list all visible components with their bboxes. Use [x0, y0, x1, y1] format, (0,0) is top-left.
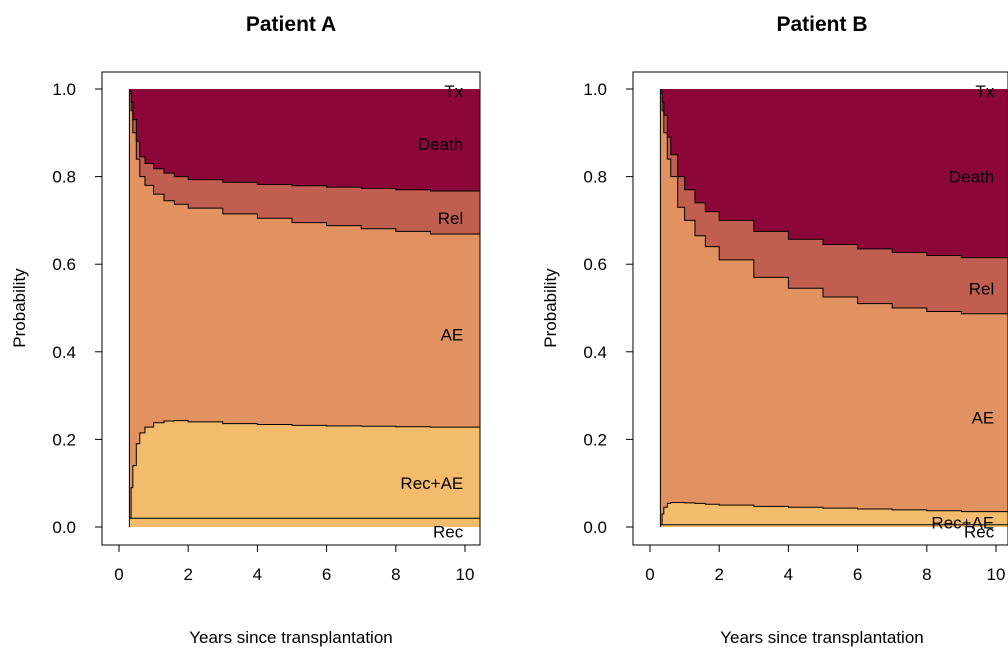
state-label-death: Death	[418, 135, 463, 154]
state-label-rel: Rel	[969, 279, 995, 298]
boundary-line-ae	[129, 92, 480, 238]
state-label-rec: Rec	[964, 522, 995, 541]
area-ae	[129, 93, 480, 519]
boundary-line-ae	[660, 92, 1008, 317]
chart-title: Patient B	[776, 13, 867, 36]
state-label-rel: Rel	[438, 209, 464, 228]
x-axis-label: Years since transplantation	[189, 628, 393, 647]
y-tick-label: 0.6	[583, 255, 607, 274]
y-axis: 0.0 0.2 0.4 0.6 0.8 1.0	[583, 80, 634, 537]
area-ae	[660, 93, 1008, 525]
area-rec-plus-ae	[129, 420, 480, 519]
y-tick-label: 0.4	[583, 343, 607, 362]
x-tick-label: 2	[183, 565, 192, 584]
x-tick-label: 4	[253, 565, 262, 584]
state-label-death: Death	[949, 168, 994, 187]
y-tick-label: 1.0	[583, 80, 607, 99]
y-tick-label: 0.2	[52, 430, 76, 449]
y-tick-label: 0.2	[583, 430, 607, 449]
x-tick-label: 8	[922, 565, 931, 584]
x-tick-label: 8	[391, 565, 400, 584]
x-tick-label: 10	[987, 565, 1006, 584]
state-label-tx: Tx	[975, 82, 994, 101]
y-axis: 0.0 0.2 0.4 0.6 0.8 1.0	[52, 80, 103, 537]
y-tick-label: 0.8	[583, 168, 607, 187]
x-tick-label: 10	[456, 565, 475, 584]
y-tick-label: 1.0	[52, 80, 76, 99]
chart-title: Patient A	[246, 13, 336, 36]
area-rel	[129, 91, 480, 238]
x-tick-label: 0	[645, 565, 654, 584]
stacked-areas	[128, 89, 480, 527]
area-rec-plus-ae	[660, 502, 1008, 525]
area-death	[660, 89, 1008, 260]
boundary-line-rec-plus-ae	[660, 501, 1008, 526]
x-tick-label: 0	[114, 565, 123, 584]
area-rec	[129, 518, 480, 527]
y-tick-label: 0.0	[583, 518, 607, 537]
state-label-rec-plus-ae: Rec+AE	[400, 474, 463, 493]
state-label-ae: AE	[441, 325, 464, 344]
y-tick-label: 0.4	[52, 343, 76, 362]
x-axis: 0 2 4 6 8 10	[645, 544, 1006, 584]
x-tick-label: 4	[784, 565, 793, 584]
x-axis-label: Years since transplantation	[720, 628, 924, 647]
y-tick-label: 0.8	[52, 168, 76, 187]
y-axis-label: Probability	[10, 268, 29, 348]
area-rec	[660, 524, 1008, 527]
state-label-rec: Rec	[433, 522, 464, 541]
panel-patient-b: TxDeathRelAERec+AERec0.00.20.40.60.81.00…	[541, 13, 1008, 647]
panel-patient-a: TxDeathRelAERec+AERec0.00.20.40.60.81.00…	[10, 13, 481, 647]
x-axis: 0 2 4 6 8 10	[114, 544, 475, 584]
boundary-line-rel	[660, 90, 1008, 260]
state-label-ae: AE	[972, 409, 995, 428]
state-label-tx: Tx	[444, 82, 463, 101]
x-tick-label: 6	[853, 565, 862, 584]
x-tick-label: 6	[322, 565, 331, 584]
y-axis-label: Probability	[541, 268, 560, 348]
x-tick-label: 2	[714, 565, 723, 584]
y-tick-label: 0.6	[52, 255, 76, 274]
area-rel	[660, 91, 1008, 317]
y-tick-label: 0.0	[52, 518, 76, 537]
state-label-rec-plus-ae: Rec+AE	[931, 514, 994, 533]
boundary-line-rec-plus-ae	[129, 420, 480, 519]
area-death	[129, 89, 480, 193]
boundary-line-rel	[129, 90, 480, 193]
stacked-areas	[659, 89, 1008, 527]
